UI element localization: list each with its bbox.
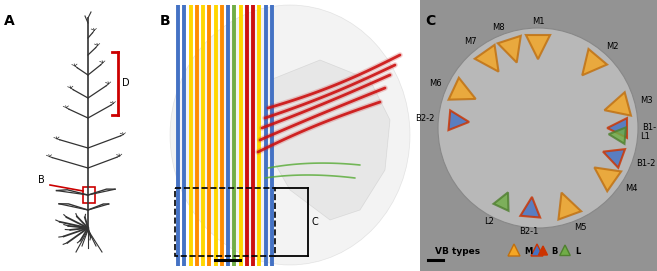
Text: L: L: [575, 247, 580, 256]
Bar: [83, 187, 95, 203]
Text: B2-2: B2-2: [415, 114, 434, 123]
Bar: [155, 0, 420, 271]
Polygon shape: [603, 149, 625, 168]
Text: M6: M6: [429, 79, 442, 88]
Text: B1-2: B1-2: [636, 159, 655, 168]
Text: M7: M7: [464, 37, 477, 46]
Bar: [175, 188, 275, 256]
Polygon shape: [449, 78, 476, 100]
Text: M: M: [524, 247, 532, 256]
Polygon shape: [539, 246, 547, 255]
Text: M4: M4: [625, 184, 637, 193]
Text: C: C: [425, 14, 435, 28]
Ellipse shape: [170, 5, 410, 265]
Polygon shape: [526, 35, 550, 59]
Polygon shape: [498, 36, 521, 63]
Polygon shape: [531, 244, 543, 256]
Polygon shape: [449, 110, 469, 130]
Text: VB types: VB types: [435, 247, 480, 256]
Polygon shape: [270, 60, 390, 220]
Text: B: B: [160, 14, 171, 28]
Circle shape: [438, 28, 638, 228]
Text: B: B: [551, 247, 557, 256]
Polygon shape: [560, 245, 570, 256]
Text: L2: L2: [485, 217, 495, 226]
Polygon shape: [558, 193, 581, 220]
Polygon shape: [595, 167, 621, 191]
Text: C: C: [312, 217, 319, 227]
Polygon shape: [604, 92, 631, 116]
Text: M5: M5: [574, 223, 587, 232]
Text: M3: M3: [641, 96, 653, 105]
Polygon shape: [607, 118, 627, 138]
Polygon shape: [582, 49, 607, 75]
Bar: [420, 0, 657, 271]
Polygon shape: [508, 244, 520, 256]
Text: M2: M2: [606, 42, 619, 51]
Text: M8: M8: [493, 23, 505, 32]
Polygon shape: [520, 197, 540, 218]
Text: B1-1: B1-1: [642, 124, 657, 133]
Text: D: D: [122, 79, 129, 89]
Text: B2-1: B2-1: [519, 227, 539, 236]
Polygon shape: [475, 45, 499, 72]
Text: M1: M1: [532, 18, 544, 27]
Text: B: B: [38, 175, 45, 185]
Text: L1: L1: [641, 133, 650, 141]
Polygon shape: [609, 127, 626, 144]
Text: A: A: [4, 14, 14, 28]
Polygon shape: [493, 192, 509, 211]
